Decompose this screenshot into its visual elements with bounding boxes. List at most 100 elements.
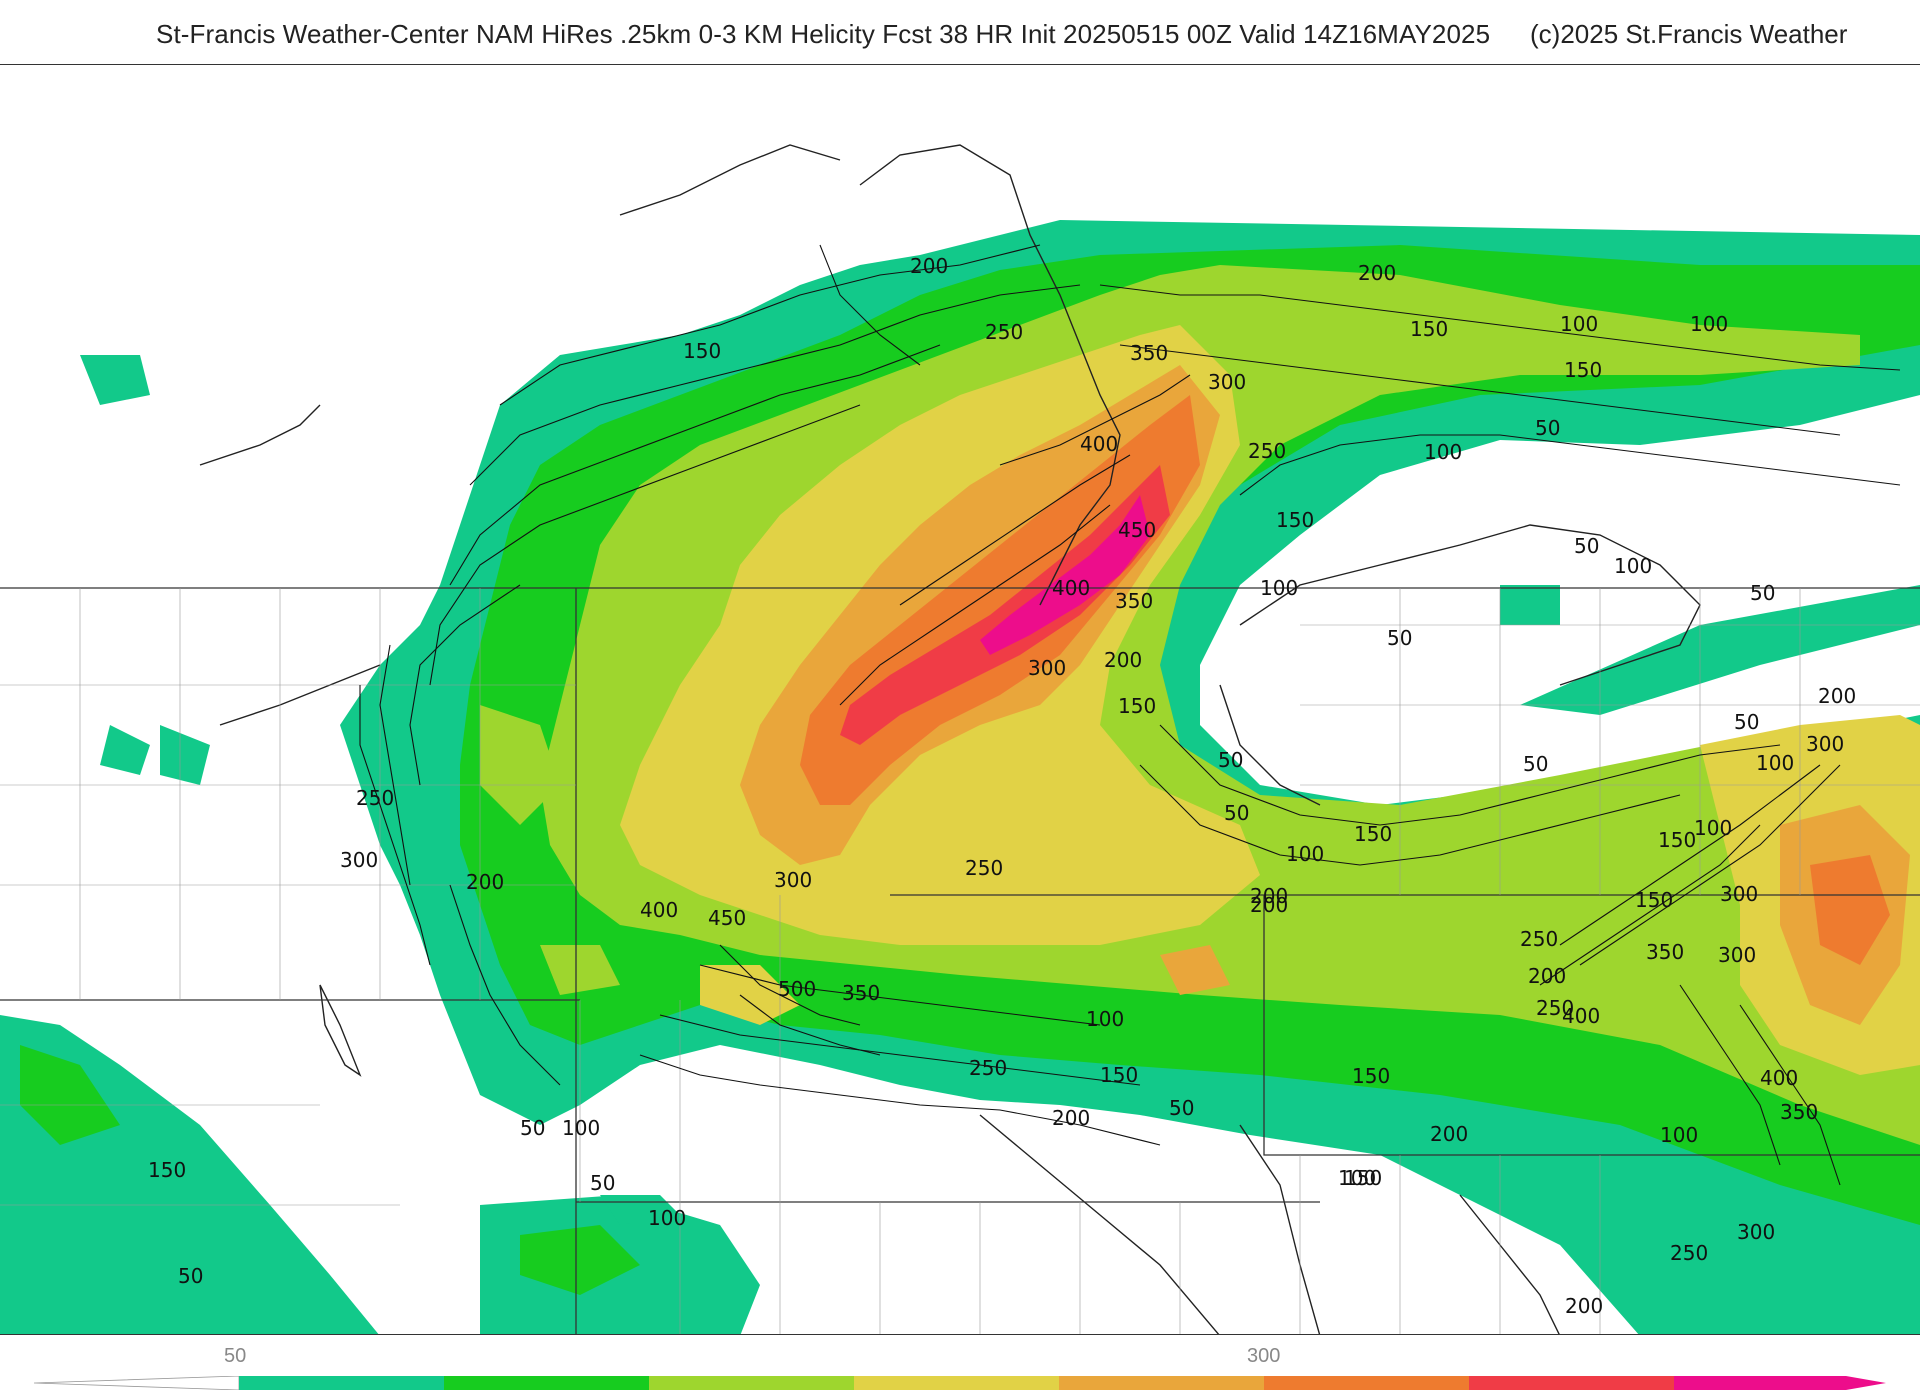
river [979, 1114, 1220, 1334]
map-title: St-Francis Weather-Center NAM HiRes .25k… [156, 19, 1491, 49]
colorbar: 50 300 [0, 1335, 1920, 1400]
contour-label: 150 [1564, 358, 1602, 382]
contour-label: 100 [1338, 1166, 1376, 1190]
contour-label: 150 [1410, 317, 1448, 341]
helicity-50-100-area [100, 725, 210, 785]
copyright-notice: (c)2025 St.Francis Weather [1530, 19, 1848, 49]
contour-label: 350 [1646, 940, 1684, 964]
contour-label: 250 [985, 320, 1023, 344]
contour-label: 150 [1635, 888, 1673, 912]
contour-label: 400 [1562, 1004, 1600, 1028]
contour-label: 250 [1520, 927, 1558, 951]
helicity-map-svg: 200 250 150 300 350 400 450 400 350 300 … [0, 144, 1920, 1334]
colorbar-segment [34, 1376, 240, 1390]
contour-label: 50 [1734, 710, 1759, 734]
contour-label: 250 [969, 1056, 1007, 1080]
contour-label: 300 [1806, 732, 1844, 756]
colorbar-tick-label: 50 [224, 1345, 247, 1367]
contour-label: 50 [590, 1171, 615, 1195]
contour-line [469, 284, 1081, 486]
contour-label: 50 [1523, 752, 1548, 776]
helicity-200-250-area [700, 965, 800, 1025]
contour-label: 250 [1536, 996, 1574, 1020]
contour-label: 350 [1130, 341, 1168, 365]
contour-label: 100 [1614, 554, 1652, 578]
contour-label: 50 [1535, 416, 1560, 440]
contour-line [1559, 764, 1821, 946]
contour-line [1239, 434, 1901, 496]
county-line [1299, 1155, 1601, 1334]
contour-label: 150 [1344, 1166, 1382, 1190]
state-border [1263, 895, 1920, 1156]
helicity-150-200-area [480, 705, 560, 825]
contour-label: 400 [1760, 1066, 1798, 1090]
contour-line [1579, 764, 1841, 966]
contour-label: 150 [1100, 1063, 1138, 1087]
colorbar-segment [1674, 1376, 1886, 1390]
contour-label: 300 [1737, 1220, 1775, 1244]
colorbar-segment [1264, 1376, 1469, 1390]
county-line [1300, 624, 1920, 786]
colorbar-segment [444, 1376, 649, 1390]
contour-label: 250 [1670, 1241, 1708, 1265]
contour-label: 500 [778, 977, 816, 1001]
county-line [0, 684, 576, 886]
coastline [859, 144, 1121, 606]
contour-label: 200 [1358, 261, 1396, 285]
helicity-250-300-area [1160, 945, 1230, 995]
contour-label: 250 [356, 786, 394, 810]
contour-label: 300 [1718, 943, 1756, 967]
contour-line [449, 884, 561, 1086]
contour-label: 150 [1118, 694, 1156, 718]
contour-line [1119, 344, 1841, 436]
coastline [199, 404, 321, 466]
contour-label: 200 [1565, 1294, 1603, 1318]
colorbar-scale [34, 1376, 1886, 1390]
county-line [79, 588, 481, 1000]
helicity-50-100-area [1520, 585, 1920, 715]
helicity-150-200-area [540, 945, 620, 995]
contour-label: 200 [1104, 648, 1142, 672]
helicity-shading [980, 495, 1150, 655]
contour-label: 150 [1354, 822, 1392, 846]
contour-label: 50 [1218, 748, 1243, 772]
contour-line [429, 404, 861, 686]
contour-line [819, 244, 921, 366]
helicity-50-100-area [80, 355, 150, 405]
contour-label: 400 [1052, 576, 1090, 600]
contour-label: 50 [178, 1264, 203, 1288]
county-lines [0, 588, 1920, 1334]
colorbar-segment [1469, 1376, 1674, 1390]
contour-line [1739, 1004, 1841, 1186]
contour-label: 200 [910, 254, 948, 278]
contour-label: 350 [1780, 1100, 1818, 1124]
contour-label: 200 [1052, 1106, 1090, 1130]
map-header: St-Francis Weather-Center NAM HiRes .25k… [0, 0, 1920, 64]
lake-shoreline [1239, 524, 1701, 686]
county-line [679, 1202, 1181, 1334]
helicity-350-400-area [840, 465, 1170, 745]
county-line [1399, 588, 1801, 895]
helicity-100-150-area [520, 1225, 640, 1295]
contour-line [379, 644, 411, 886]
contour-label: 300 [774, 868, 812, 892]
river [1459, 1194, 1560, 1334]
contour-label: 400 [640, 898, 678, 922]
contour-line [1139, 764, 1681, 866]
contour-label: 100 [1086, 1007, 1124, 1031]
contour-label: 50 [1574, 534, 1599, 558]
contour-label: 100 [1694, 816, 1732, 840]
contour-label: 50 [1169, 1096, 1194, 1120]
island [319, 984, 362, 1077]
contour-label: 450 [1118, 518, 1156, 542]
contour-line [659, 1014, 1141, 1086]
contour-label: 150 [1658, 828, 1696, 852]
contour-line [1539, 824, 1761, 986]
contour-label: 50 [1750, 581, 1775, 605]
contour-line [359, 685, 431, 966]
contour-label: 50 [1387, 626, 1412, 650]
contour-label: 100 [1690, 312, 1728, 336]
helicity-400-450-area [980, 495, 1150, 655]
contour-label: 100 [1660, 1123, 1698, 1147]
county-line [579, 895, 781, 1202]
